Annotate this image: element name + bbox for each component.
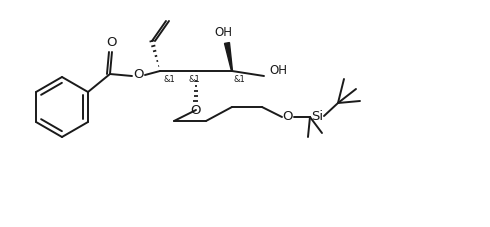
Text: OH: OH (214, 27, 232, 39)
Text: &1: &1 (164, 74, 176, 84)
Text: O: O (283, 111, 293, 123)
Text: O: O (107, 37, 117, 49)
Text: O: O (134, 69, 144, 81)
Text: &1: &1 (188, 74, 200, 84)
Text: OH: OH (269, 64, 287, 77)
Text: O: O (191, 104, 201, 116)
Text: Si: Si (311, 109, 323, 123)
Polygon shape (224, 42, 232, 71)
Text: &1: &1 (234, 74, 245, 84)
